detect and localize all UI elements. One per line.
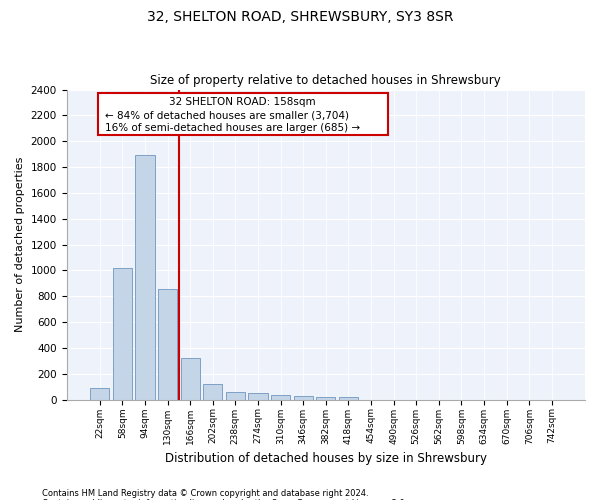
- Bar: [158, 288, 177, 400]
- Bar: [226, 392, 245, 400]
- Text: Contains HM Land Registry data © Crown copyright and database right 2024.: Contains HM Land Registry data © Crown c…: [42, 488, 368, 498]
- Text: ← 84% of detached houses are smaller (3,704): ← 84% of detached houses are smaller (3,…: [106, 110, 349, 120]
- Bar: [316, 397, 335, 400]
- Text: Contains public sector information licensed under the Open Government Licence v3: Contains public sector information licen…: [42, 498, 407, 500]
- FancyBboxPatch shape: [98, 92, 388, 134]
- Bar: [293, 396, 313, 400]
- Bar: [271, 395, 290, 400]
- Bar: [113, 268, 132, 400]
- Title: Size of property relative to detached houses in Shrewsbury: Size of property relative to detached ho…: [151, 74, 501, 87]
- Bar: [203, 384, 223, 400]
- Y-axis label: Number of detached properties: Number of detached properties: [15, 157, 25, 332]
- Bar: [339, 397, 358, 400]
- Bar: [181, 358, 200, 400]
- Text: 32, SHELTON ROAD, SHREWSBURY, SY3 8SR: 32, SHELTON ROAD, SHREWSBURY, SY3 8SR: [147, 10, 453, 24]
- Text: 32 SHELTON ROAD: 158sqm: 32 SHELTON ROAD: 158sqm: [169, 97, 316, 107]
- Bar: [90, 388, 109, 400]
- X-axis label: Distribution of detached houses by size in Shrewsbury: Distribution of detached houses by size …: [165, 452, 487, 465]
- Bar: [136, 156, 155, 400]
- Text: 16% of semi-detached houses are larger (685) →: 16% of semi-detached houses are larger (…: [106, 123, 361, 133]
- Bar: [248, 394, 268, 400]
